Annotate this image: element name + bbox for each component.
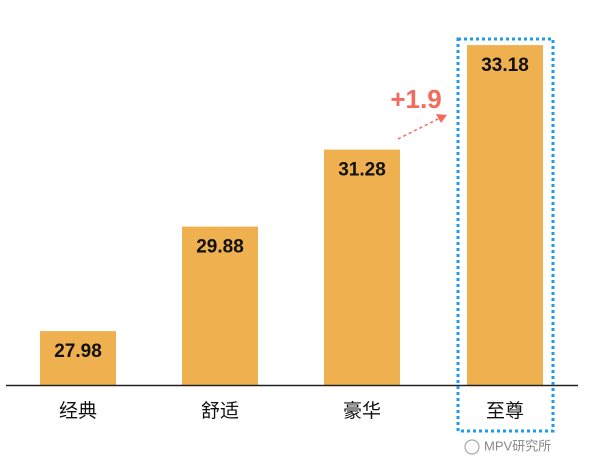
annotation: +1.9 [390, 84, 441, 114]
x-tick-label: 豪华 [343, 400, 381, 422]
bar [324, 149, 400, 385]
bar [182, 226, 258, 385]
watermark: MPV研究所 [484, 438, 551, 453]
bar [467, 45, 543, 385]
annotation-arrow [397, 117, 441, 140]
watermark-icon [464, 439, 480, 455]
value-label: 33.18 [481, 55, 529, 76]
value-label: 27.98 [54, 341, 102, 362]
arrow-head [436, 114, 447, 123]
x-tick-label: 舒适 [201, 400, 239, 422]
highlight-box [456, 37, 555, 433]
x-tick-label: 至尊 [486, 400, 524, 422]
x-tick-label: 经典 [59, 400, 97, 422]
bar [40, 331, 116, 385]
value-label: 31.28 [338, 160, 386, 181]
value-label: 29.88 [196, 237, 244, 258]
